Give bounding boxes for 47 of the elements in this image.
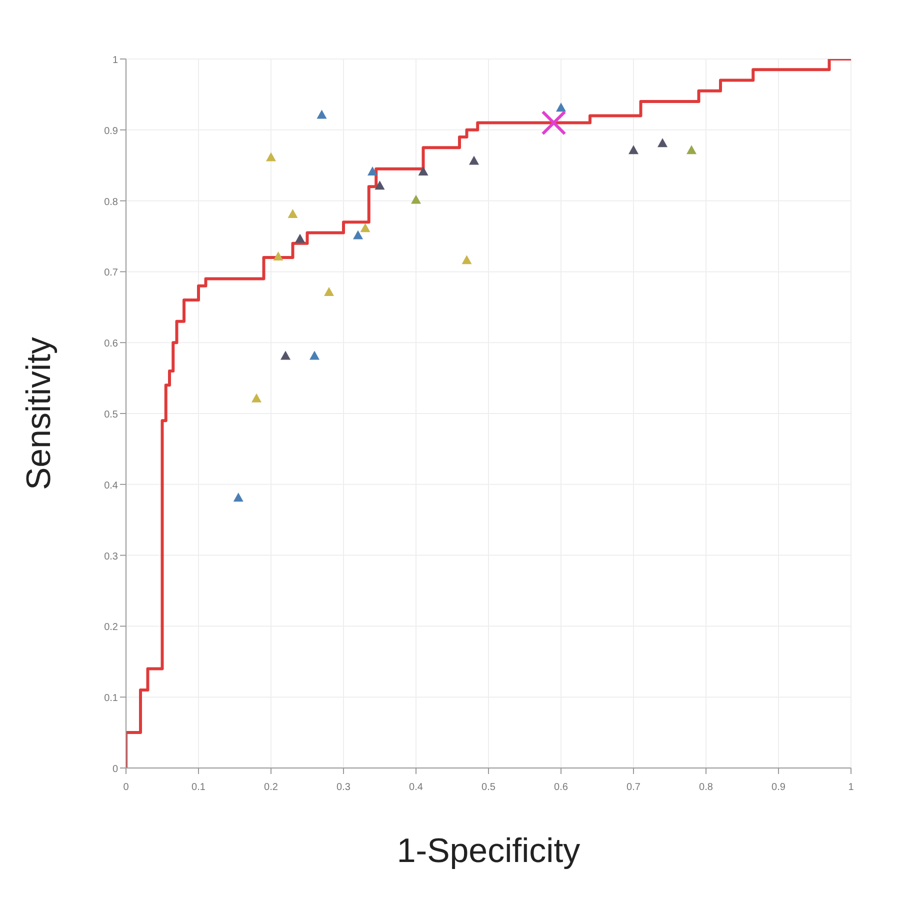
x-tick-label: 0.1 xyxy=(192,782,206,793)
x-tick-label: 0.8 xyxy=(699,782,714,793)
point xyxy=(252,393,262,402)
x-tick-label: 0.5 xyxy=(482,782,496,793)
point xyxy=(411,194,421,204)
point xyxy=(469,156,479,165)
point xyxy=(280,350,290,360)
x-tick-label: 0.6 xyxy=(554,782,568,793)
y-tick-label: 0.2 xyxy=(104,622,118,634)
x-tick-label: 0 xyxy=(123,782,130,793)
y-tick-label: 0.8 xyxy=(104,196,118,208)
point xyxy=(233,492,244,502)
y-tick-label: 0.4 xyxy=(104,480,118,492)
y-tick-label: 0.5 xyxy=(104,410,118,420)
point xyxy=(353,230,363,240)
point xyxy=(541,110,566,136)
x-tick-label: 0.2 xyxy=(264,782,278,793)
point xyxy=(266,152,276,162)
y-tick-label: 0 xyxy=(112,764,118,775)
point xyxy=(686,145,696,154)
point xyxy=(418,166,428,176)
x-tick-label: 0.7 xyxy=(626,782,641,793)
point xyxy=(310,350,320,360)
point xyxy=(658,138,668,148)
point xyxy=(556,102,566,112)
x-tick-label: 0.9 xyxy=(772,782,786,793)
x-tick-label: 1 xyxy=(848,782,854,793)
y-axis-title: Sensitivity xyxy=(20,336,58,490)
y-tick-label: 0.9 xyxy=(104,126,118,137)
x-tick-label: 0.3 xyxy=(336,782,351,793)
point xyxy=(316,110,327,119)
point xyxy=(324,286,334,296)
point xyxy=(360,223,370,232)
x-tick-label: 0.4 xyxy=(409,782,424,793)
y-tick-label: 1 xyxy=(112,55,118,66)
point xyxy=(462,255,472,264)
point xyxy=(628,145,638,154)
point xyxy=(295,234,305,243)
y-tick-label: 0.7 xyxy=(104,268,118,279)
point xyxy=(368,166,378,176)
point xyxy=(288,208,298,218)
x-axis-title: 1-Specificity xyxy=(396,832,580,870)
point xyxy=(374,180,385,190)
y-tick-label: 0.6 xyxy=(104,338,118,350)
y-tick-label: 0.3 xyxy=(104,551,118,562)
point xyxy=(273,252,284,261)
y-tick-label: 0.1 xyxy=(104,693,118,704)
